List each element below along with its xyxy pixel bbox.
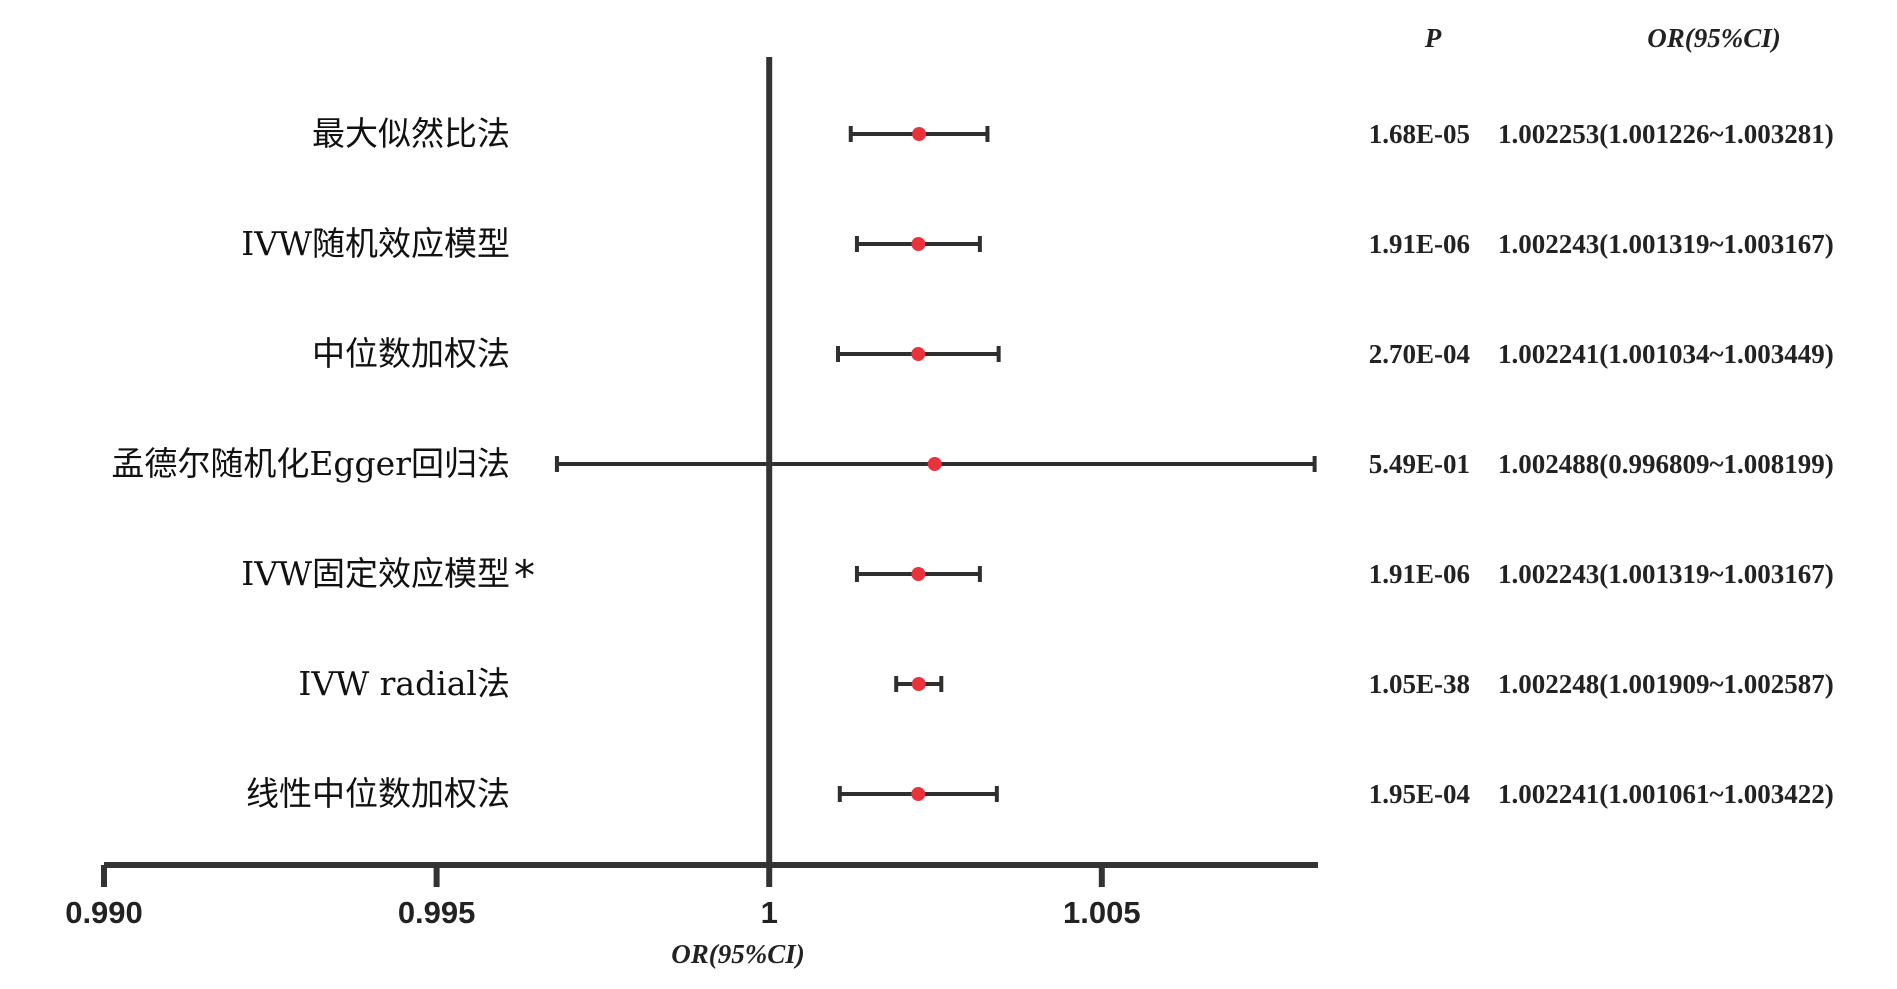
forest-row: 线性中位数加权法 1.95E-04 1.002241(1.001061~1.0034… [246,774,1834,813]
method-label: 最大似然比法 [312,114,510,153]
p-value: 1.68E-05 [1369,119,1470,149]
or-point [927,457,942,471]
or-ci-value: 1.002243(1.001319~1.003167) [1498,229,1834,259]
p-value: 1.91E-06 [1369,559,1470,589]
p-value: 5.49E-01 [1369,449,1470,479]
method-label: IVW固定效应模型 [241,554,510,593]
method-label: 线性中位数加权法 [246,774,510,813]
x-tick-label: 0.995 [398,895,476,930]
or-ci-value: 1.002241(1.001034~1.003449) [1498,339,1834,369]
p-value: 1.91E-06 [1369,229,1470,259]
method-label: 孟德尔随机化Egger回归法 [111,444,510,483]
method-label: 中位数加权法 [312,334,510,373]
x-tick-label: 1.005 [1063,895,1141,930]
or-point [911,787,926,801]
column-headers: P OR(95%CI) [1424,23,1781,53]
or-ci-value: 1.002488(0.996809~1.008199) [1498,449,1834,479]
or-ci-value: 1.002253(1.001226~1.003281) [1498,119,1834,149]
forest-row: IVW radial法 1.05E-38 1.002248(1.001909~1.0… [298,664,1833,703]
p-value: 2.70E-04 [1369,339,1470,369]
or-point [911,237,926,251]
forest-row: IVW固定效应模型 * 1.91E-06 1.002243(1.001319~1.00… [241,551,1834,600]
method-label: IVW radial法 [298,664,510,703]
or-point [911,347,926,361]
method-label: IVW随机效应模型 [241,224,510,263]
or-point [911,567,926,581]
p-column-header: P [1424,23,1442,53]
or-point [911,677,926,691]
x-tick-label: 0.990 [65,895,143,930]
forest-row: 中位数加权法 2.70E-04 1.002241(1.001034~1.003449… [312,334,1834,373]
forest-row: 孟德尔随机化Egger回归法 5.49E-01 1.002488(0.996809~… [111,444,1833,483]
forest-row: 最大似然比法 1.68E-05 1.002253(1.001226~1.003281… [312,114,1834,153]
x-axis-title: OR(95%CI) [671,939,805,969]
or-ci-value: 1.002241(1.001061~1.003422) [1498,779,1834,809]
or-ci-value: 1.002243(1.001319~1.003167) [1498,559,1834,589]
significance-marker: * [514,551,535,600]
p-value: 1.95E-04 [1369,779,1470,809]
x-axis: 0.990 0.995 1 1.005 [65,57,1318,930]
forest-rows: 最大似然比法 1.68E-05 1.002253(1.001226~1.003281… [111,114,1833,813]
p-value: 1.05E-38 [1369,669,1470,699]
or-point [912,127,927,141]
x-tick-label: 1 [761,895,778,930]
or-ci-column-header: OR(95%CI) [1647,23,1781,53]
or-ci-value: 1.002248(1.001909~1.002587) [1498,669,1834,699]
forest-row: IVW随机效应模型 1.91E-06 1.002243(1.001319~1.003… [241,224,1834,263]
